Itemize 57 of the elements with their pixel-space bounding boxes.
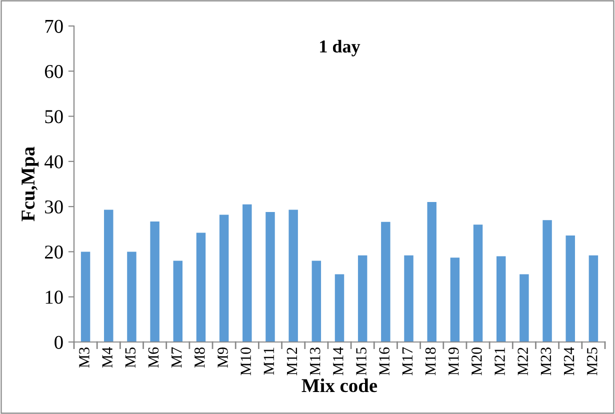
- x-tick-label: M22: [518, 348, 528, 376]
- x-tick-label: M24: [564, 347, 574, 376]
- x-tick-label: M5: [125, 347, 136, 368]
- x-tick-label: M7: [172, 347, 182, 368]
- bar: [542, 220, 552, 342]
- x-tick-label: M4: [102, 347, 112, 368]
- x-tick-label: M25: [587, 347, 598, 376]
- bar: [104, 210, 114, 342]
- bar: [496, 256, 506, 342]
- bar: [196, 232, 206, 342]
- bar: [381, 222, 390, 342]
- x-tick-label: M23: [540, 347, 552, 376]
- x-tick-label: M9: [218, 347, 228, 368]
- x-tick-label: M11: [264, 348, 274, 375]
- bar: [312, 260, 322, 342]
- bar: [427, 202, 436, 342]
- bar: [520, 274, 529, 342]
- x-tick-label: M12: [286, 348, 297, 376]
- x-tick-label: M15: [356, 347, 366, 376]
- text: 1 day: [320, 40, 360, 56]
- bar: [288, 210, 298, 342]
- y-tick-label: 40: [44, 155, 63, 168]
- bar: [150, 221, 160, 342]
- x-tick-label: M16: [379, 347, 390, 376]
- x-tick-label: M21: [494, 348, 505, 376]
- bar: [450, 258, 460, 342]
- x-tick-label: M10: [240, 347, 251, 376]
- bar: [588, 255, 598, 342]
- x-tick-label: M14: [333, 347, 344, 376]
- bar: [242, 204, 252, 342]
- bar: [173, 260, 183, 342]
- y-tick-label: 20: [44, 246, 63, 259]
- bar: [80, 252, 90, 342]
- y-axis-title: Fcu,Mpa: [22, 146, 39, 222]
- y-tick-label: 50: [45, 110, 63, 124]
- y-tick-label: 0: [54, 336, 63, 349]
- x-tick-label: M19: [448, 347, 459, 376]
- bar: [404, 255, 414, 342]
- bar: [127, 252, 136, 342]
- bar: [473, 224, 483, 342]
- y-tick-label: 70: [45, 20, 63, 33]
- bar: [334, 274, 344, 342]
- y-tick-label: 10: [46, 290, 63, 304]
- y-tick-label: 30: [45, 200, 63, 214]
- x-tick-label: M13: [310, 347, 320, 376]
- bar: [566, 235, 575, 342]
- bar: [219, 214, 229, 342]
- x-axis-title: Mix code: [302, 378, 378, 392]
- x-tick-label: M6: [148, 347, 159, 368]
- bar: [358, 255, 368, 342]
- y-tick-label: 60: [44, 64, 63, 78]
- x-tick-label: M8: [194, 347, 205, 368]
- x-tick-label: M3: [79, 347, 90, 368]
- x-tick-label: M17: [402, 347, 412, 376]
- x-tick-label: M20: [472, 347, 482, 376]
- x-tick-label: M18: [425, 347, 436, 376]
- bar: [266, 212, 275, 342]
